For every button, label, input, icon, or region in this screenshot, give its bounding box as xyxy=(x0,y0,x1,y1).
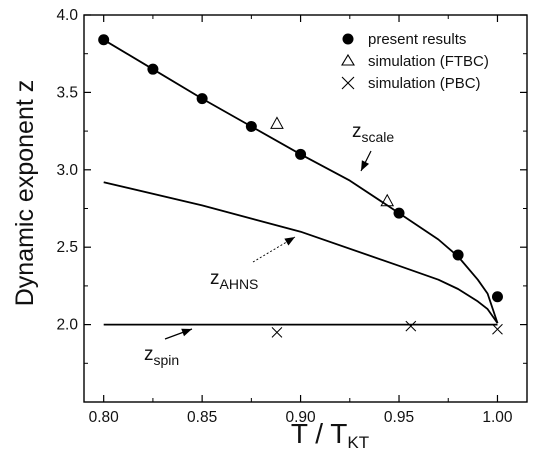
legend-item-simulation-ftbc: simulation (FTBC) xyxy=(341,53,489,70)
legend-label: simulation (FTBC) xyxy=(368,53,489,70)
x-tick-label: 1.00 xyxy=(482,409,513,426)
z-spin-label: zspin xyxy=(144,344,179,368)
legend: present results simulation (FTBC) simula… xyxy=(341,31,489,92)
x-axis-label-sub: KT xyxy=(347,433,369,449)
z-scale-label: zscale xyxy=(352,121,394,145)
x-tick-label: 0.95 xyxy=(384,409,414,426)
y-tick-label: 3.5 xyxy=(56,84,78,101)
present-result-point xyxy=(245,120,257,132)
legend-marker-cross xyxy=(341,76,355,90)
legend-marker-triangle xyxy=(341,53,355,66)
ftbc-point xyxy=(270,116,284,129)
present-result-point xyxy=(147,63,159,75)
y-tick-label: 2.5 xyxy=(56,239,78,256)
legend-item-simulation-pbc: simulation (PBC) xyxy=(341,75,481,92)
z-ahns-label-main: z xyxy=(210,268,220,289)
pbc-point xyxy=(405,320,417,332)
y-tick-label: 4.0 xyxy=(56,7,78,24)
y-axis-label: Dynamic exponent z xyxy=(11,80,39,307)
present-result-point xyxy=(196,93,208,105)
legend-item-present-results: present results xyxy=(342,31,466,48)
z-scale-label-main: z xyxy=(352,121,362,142)
present-result-point xyxy=(491,291,503,303)
pbc-point xyxy=(271,326,283,338)
z-ahns-arrow-head xyxy=(284,237,295,246)
z-ahns-label: zAHNS xyxy=(210,268,258,292)
point-layer xyxy=(98,34,503,338)
z-spin-label-subscript: spin xyxy=(154,352,180,368)
legend-label: present results xyxy=(368,31,466,48)
z-spin-arrow-head xyxy=(181,328,192,337)
z-ahns-label-subscript: AHNS xyxy=(220,276,259,292)
z-ahns-curve xyxy=(103,181,499,324)
pbc-point xyxy=(492,323,503,335)
present-result-point xyxy=(98,34,110,46)
y-tick-label: 3.0 xyxy=(56,162,78,179)
present-result-point xyxy=(295,148,307,160)
x-axis-label-main: T / T xyxy=(291,418,348,449)
curve-layer xyxy=(103,39,499,326)
z-scale-curve xyxy=(103,39,499,324)
z-scale-arrow-head xyxy=(361,160,370,171)
z-scale-label-subscript: scale xyxy=(362,129,395,145)
legend-marker-filled-circle xyxy=(342,33,354,45)
x-axis-label: T / TKT xyxy=(291,418,369,449)
ftbc-point xyxy=(380,193,395,207)
present-result-point xyxy=(452,249,464,261)
x-tick-label: 0.85 xyxy=(187,409,217,426)
z-spin-label-main: z xyxy=(144,344,154,365)
y-tick-label: 2.0 xyxy=(56,317,78,334)
x-tick-label: 0.90 xyxy=(285,409,316,426)
legend-label: simulation (PBC) xyxy=(368,75,481,92)
plot-frame xyxy=(83,14,528,403)
x-tick-label: 0.80 xyxy=(89,409,120,426)
axis-ticks: 0.80 0.85 0.90 0.95 1.00 2.0 2.5 3.0 3.5 4.0 xyxy=(56,7,527,426)
present-result-point xyxy=(393,207,405,219)
